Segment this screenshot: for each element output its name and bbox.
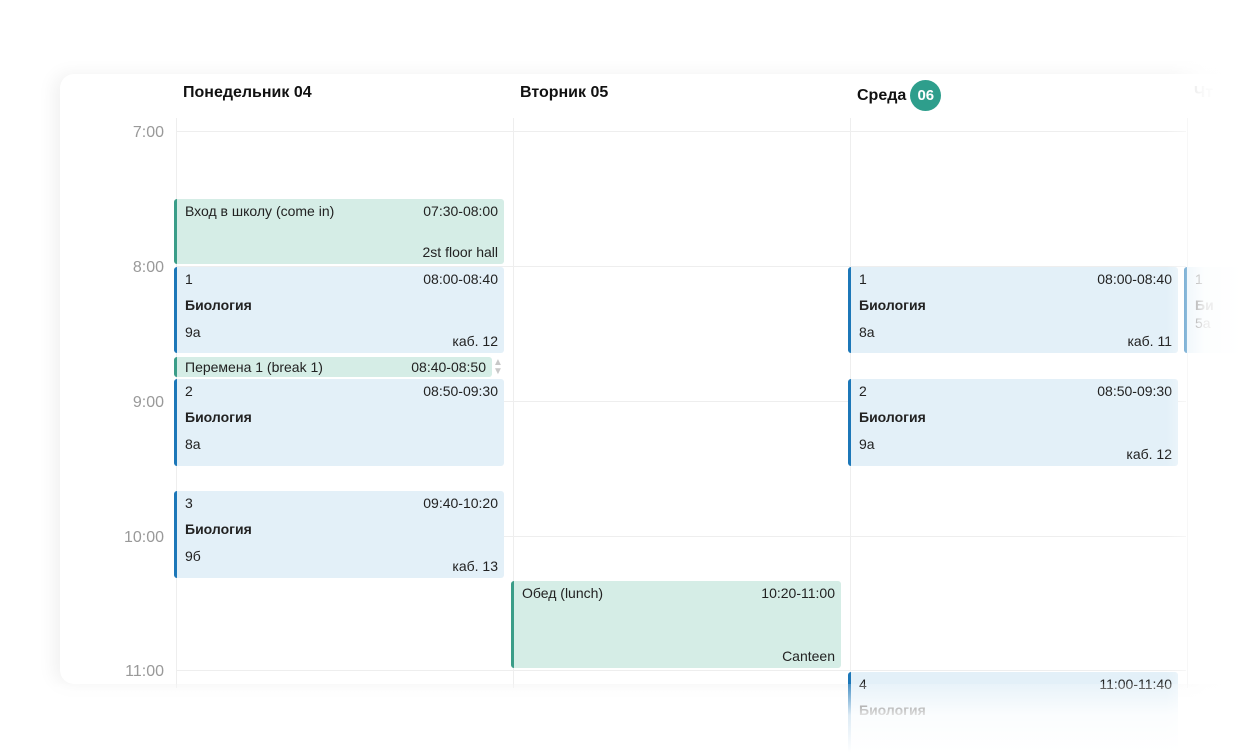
lesson-room: каб. 13 [452, 558, 498, 574]
today-badge: 06 [910, 80, 942, 111]
hour-gridline [176, 131, 1186, 132]
event-title: Вход в школу (come in) [185, 203, 335, 219]
event-lesson-mon-3[interactable]: 3 09:40-10:20 Биология 9б каб. 13 [174, 491, 504, 578]
hour-gridline [176, 266, 1186, 267]
event-lesson-wed-4[interactable]: 4 11:00-11:40 Биология [848, 672, 1178, 753]
event-time: 10:20-11:00 [761, 585, 835, 601]
day-header-label: Вторник 05 [520, 84, 609, 101]
lesson-group: 8а [859, 324, 875, 340]
event-place: 2st floor hall [422, 244, 498, 260]
event-lesson-mon-2[interactable]: 2 08:50-09:30 Биология 8а [174, 379, 504, 466]
day-header-label: Понедельник 04 [183, 84, 312, 101]
resize-handle-icon[interactable]: ▲ ▼ [493, 357, 503, 377]
time-label-10: 10:00 [123, 529, 164, 546]
day-header-thursday[interactable]: Чт [1194, 82, 1213, 104]
event-school-entry[interactable]: Вход в школу (come in) 07:30-08:00 2st f… [174, 199, 504, 264]
lesson-subject: Биология [859, 409, 926, 425]
event-break-1[interactable]: Перемена 1 (break 1) 08:40-08:50 [174, 357, 492, 377]
event-time: 08:00-08:40 [1097, 271, 1172, 287]
day-column-divider [1187, 118, 1188, 688]
lesson-subject: Биология [185, 409, 252, 425]
lesson-number: 1 [1195, 271, 1203, 287]
lesson-subject: Биология [859, 297, 926, 313]
lesson-group: 9б [185, 548, 201, 564]
event-lesson-wed-2[interactable]: 2 08:50-09:30 Биология 9а каб. 12 [848, 379, 1178, 466]
day-header-monday[interactable]: Понедельник 04 [183, 82, 312, 104]
event-lunch[interactable]: Обед (lunch) 10:20-11:00 Canteen [511, 581, 841, 668]
day-header-label: Чт [1194, 84, 1214, 101]
lesson-subject: Биология [859, 702, 926, 718]
event-time: 08:50-09:30 [423, 383, 498, 399]
day-header-wednesday[interactable]: Среда 06 [857, 80, 942, 111]
hour-gridline [176, 536, 1186, 537]
lesson-number: 2 [859, 383, 867, 399]
lesson-group: 9а [859, 436, 875, 452]
event-lesson-wed-1[interactable]: 1 08:00-08:40 Биология 8а каб. 11 [848, 267, 1178, 353]
event-title: Перемена 1 (break 1) [185, 359, 323, 375]
lesson-room: каб. 11 [1127, 333, 1172, 349]
event-time: 08:00-08:40 [423, 271, 498, 287]
event-lesson-thu-1[interactable]: 1 Би 5а [1184, 267, 1242, 353]
time-label-9: 9:00 [132, 394, 164, 411]
event-time: 09:40-10:20 [423, 495, 498, 511]
event-time: 08:50-09:30 [1097, 383, 1172, 399]
lesson-room: каб. 12 [1126, 446, 1172, 462]
event-title: Обед (lunch) [522, 585, 604, 601]
day-column-divider [513, 118, 514, 688]
lesson-group: 8а [185, 436, 201, 452]
lesson-room: каб. 12 [452, 333, 498, 349]
day-header-label: Среда [857, 86, 907, 104]
event-lesson-mon-1[interactable]: 1 08:00-08:40 Биология 9а каб. 12 [174, 267, 504, 353]
time-label-7: 7:00 [132, 124, 164, 141]
lesson-subject: Би [1195, 297, 1214, 313]
lesson-subject: Биология [185, 297, 252, 313]
lesson-subject: Биология [185, 521, 252, 537]
time-label-8: 8:00 [132, 259, 164, 276]
lesson-number: 1 [859, 271, 867, 287]
event-place: Canteen [782, 648, 835, 664]
time-label-11: 11:00 [125, 663, 164, 680]
lesson-number: 1 [185, 271, 193, 287]
hour-gridline [176, 401, 1186, 402]
lesson-group: 9а [185, 324, 201, 340]
day-header-tuesday[interactable]: Вторник 05 [520, 82, 608, 104]
event-time: 08:40-08:50 [411, 359, 486, 375]
event-time: 11:00-11:40 [1099, 676, 1172, 692]
hour-gridline [176, 670, 1186, 671]
lesson-group: 5а [1195, 315, 1211, 331]
lesson-number: 3 [185, 495, 193, 511]
event-time: 07:30-08:00 [423, 203, 498, 219]
lesson-number: 2 [185, 383, 193, 399]
lesson-number: 4 [859, 676, 867, 692]
